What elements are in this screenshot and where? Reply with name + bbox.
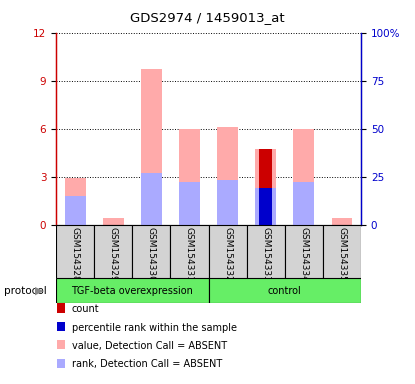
Bar xyxy=(103,218,124,225)
Bar xyxy=(132,225,171,278)
Bar xyxy=(56,225,94,278)
Bar xyxy=(209,278,361,303)
Text: protocol: protocol xyxy=(4,286,47,296)
Text: GSM154333: GSM154333 xyxy=(261,227,270,282)
Text: count: count xyxy=(72,304,100,314)
Bar xyxy=(259,149,272,225)
Bar xyxy=(293,129,314,225)
Text: GSM154329: GSM154329 xyxy=(109,227,118,282)
Text: GSM154328: GSM154328 xyxy=(71,227,80,282)
Text: TGF-beta overexpression: TGF-beta overexpression xyxy=(71,286,193,296)
Bar xyxy=(293,182,314,225)
Bar xyxy=(255,149,276,225)
Bar xyxy=(141,70,162,225)
Bar xyxy=(255,188,276,225)
Bar xyxy=(179,129,200,225)
Text: control: control xyxy=(268,286,302,296)
Bar xyxy=(259,188,272,225)
Bar xyxy=(217,127,238,225)
Bar xyxy=(217,180,238,225)
Text: percentile rank within the sample: percentile rank within the sample xyxy=(72,323,237,333)
Bar xyxy=(209,225,247,278)
Bar xyxy=(65,178,85,225)
Bar xyxy=(56,340,66,349)
Text: GSM154332: GSM154332 xyxy=(223,227,232,282)
Bar xyxy=(141,173,162,225)
Text: GSM154334: GSM154334 xyxy=(299,227,308,282)
Bar xyxy=(332,218,352,225)
Bar xyxy=(56,278,209,303)
Bar xyxy=(323,225,361,278)
Bar xyxy=(65,196,85,225)
Bar xyxy=(56,303,66,313)
Text: rank, Detection Call = ABSENT: rank, Detection Call = ABSENT xyxy=(72,359,222,369)
Bar xyxy=(285,225,323,278)
Bar xyxy=(94,225,132,278)
Text: GSM154331: GSM154331 xyxy=(185,227,194,282)
Bar xyxy=(171,225,209,278)
Text: GDS2974 / 1459013_at: GDS2974 / 1459013_at xyxy=(130,11,285,24)
Text: GSM154335: GSM154335 xyxy=(337,227,347,282)
Text: GSM154330: GSM154330 xyxy=(147,227,156,282)
Bar xyxy=(247,225,285,278)
Text: value, Detection Call = ABSENT: value, Detection Call = ABSENT xyxy=(72,341,227,351)
Text: ▶: ▶ xyxy=(35,286,44,296)
Bar xyxy=(179,182,200,225)
Bar xyxy=(56,359,66,368)
Bar xyxy=(56,322,66,331)
